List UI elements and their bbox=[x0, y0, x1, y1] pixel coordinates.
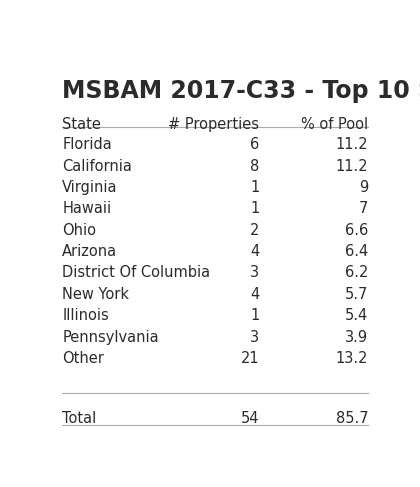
Text: 3: 3 bbox=[250, 265, 259, 281]
Text: 4: 4 bbox=[250, 287, 259, 302]
Text: Ohio: Ohio bbox=[62, 223, 96, 238]
Text: 54: 54 bbox=[241, 411, 259, 426]
Text: 5.7: 5.7 bbox=[345, 287, 368, 302]
Text: Other: Other bbox=[62, 351, 104, 366]
Text: 6.2: 6.2 bbox=[345, 265, 368, 281]
Text: Virginia: Virginia bbox=[62, 180, 118, 195]
Text: 6.6: 6.6 bbox=[345, 223, 368, 238]
Text: State: State bbox=[62, 116, 101, 131]
Text: California: California bbox=[62, 159, 132, 173]
Text: 11.2: 11.2 bbox=[336, 159, 368, 173]
Text: 5.4: 5.4 bbox=[345, 308, 368, 323]
Text: 2: 2 bbox=[250, 223, 259, 238]
Text: 1: 1 bbox=[250, 180, 259, 195]
Text: 7: 7 bbox=[359, 201, 368, 216]
Text: New York: New York bbox=[62, 287, 129, 302]
Text: 6: 6 bbox=[250, 137, 259, 152]
Text: Illinois: Illinois bbox=[62, 308, 109, 323]
Text: Florida: Florida bbox=[62, 137, 112, 152]
Text: MSBAM 2017-C33 - Top 10 States: MSBAM 2017-C33 - Top 10 States bbox=[62, 79, 420, 103]
Text: 4: 4 bbox=[250, 244, 259, 259]
Text: 3: 3 bbox=[250, 330, 259, 345]
Text: 11.2: 11.2 bbox=[336, 137, 368, 152]
Text: Arizona: Arizona bbox=[62, 244, 118, 259]
Text: 85.7: 85.7 bbox=[336, 411, 368, 426]
Text: 6.4: 6.4 bbox=[345, 244, 368, 259]
Text: 1: 1 bbox=[250, 201, 259, 216]
Text: Hawaii: Hawaii bbox=[62, 201, 111, 216]
Text: 1: 1 bbox=[250, 308, 259, 323]
Text: District Of Columbia: District Of Columbia bbox=[62, 265, 210, 281]
Text: 21: 21 bbox=[241, 351, 259, 366]
Text: Total: Total bbox=[62, 411, 97, 426]
Text: 13.2: 13.2 bbox=[336, 351, 368, 366]
Text: % of Pool: % of Pool bbox=[301, 116, 368, 131]
Text: Pennsylvania: Pennsylvania bbox=[62, 330, 159, 345]
Text: 3.9: 3.9 bbox=[345, 330, 368, 345]
Text: # Properties: # Properties bbox=[168, 116, 259, 131]
Text: 8: 8 bbox=[250, 159, 259, 173]
Text: 9: 9 bbox=[359, 180, 368, 195]
